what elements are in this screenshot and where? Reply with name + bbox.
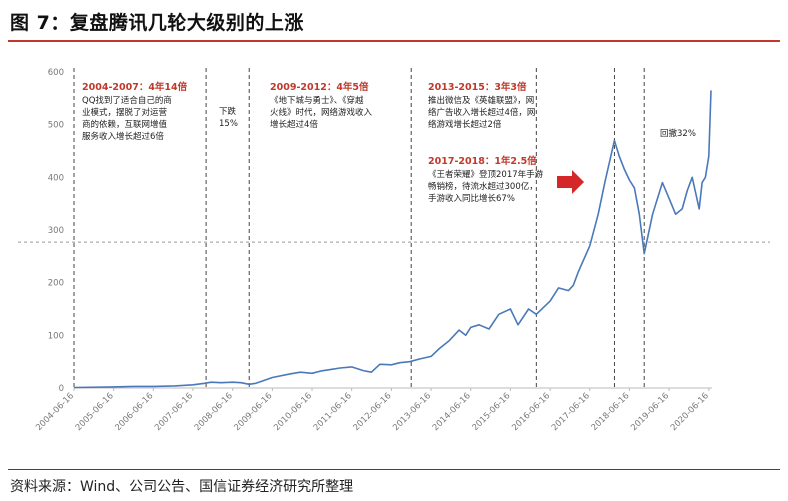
figure-header: 图 7：复盘腾讯几轮大级别的上涨 <box>0 0 788 44</box>
x-tick-label: 2005-06-16 <box>74 391 116 433</box>
annotation-text: QQ找到了适合自己的商 <box>82 95 172 106</box>
source-note: 资料来源：Wind、公司公告、国信证券经济研究所整理 <box>10 479 354 495</box>
x-tick-label: 2013-06-16 <box>391 391 433 433</box>
x-tick-label: 2014-06-16 <box>431 391 473 433</box>
figure-title: 图 7：复盘腾讯几轮大级别的上涨 <box>10 12 304 34</box>
annotation-text: 15% <box>219 119 238 129</box>
x-tick-label: 2007-06-16 <box>153 391 195 433</box>
y-tick-label: 300 <box>48 226 64 236</box>
annotation-text: 《王者荣耀》登顶2017年手游 <box>428 169 544 180</box>
y-axis: 0 100 200 300 400 500 600 <box>48 68 64 394</box>
annotation-title: 2004-2007：4年14倍 <box>82 81 188 93</box>
x-tick-label: 2020-06-16 <box>669 391 711 433</box>
annotation-text: 络游戏增长超过2倍 <box>428 119 502 130</box>
line-chart: 0 100 200 300 400 500 600 2004-06-162005-06-16… <box>18 68 770 433</box>
series-layer <box>73 90 712 389</box>
x-tick-label: 2006-06-16 <box>113 391 155 433</box>
y-tick-label: 200 <box>48 279 64 289</box>
annotation-text: 手游收入同比增长67% <box>428 193 515 204</box>
x-tick-label: 2012-06-16 <box>352 391 394 433</box>
arrow-icon <box>557 170 584 194</box>
x-tick-label: 2016-06-16 <box>510 391 552 433</box>
x-tick-label: 2015-06-16 <box>470 391 512 433</box>
x-tick-label: 2011-06-16 <box>312 391 354 433</box>
annotation-text: 业模式，摆脱了对运营 <box>82 107 167 118</box>
title-divider <box>8 40 780 42</box>
y-tick-label: 500 <box>48 121 64 131</box>
x-tick-label: 2017-06-16 <box>550 391 592 433</box>
annotation-text: 增长超过4倍 <box>270 119 318 130</box>
annotation-title: 2013-2015：3年3倍 <box>428 81 527 93</box>
footer-divider <box>8 469 780 470</box>
annotation-text: 畅销榜，待流水超过300亿， <box>428 181 538 192</box>
annotation-text: 服务收入增长超过6倍 <box>82 131 164 142</box>
series-line <box>73 90 712 389</box>
annotation-text: 下跌 <box>219 106 237 117</box>
annotation-text: 回撤32% <box>660 128 696 139</box>
x-axis: 2004-06-162005-06-162006-06-162007-06-16… <box>34 387 712 433</box>
annotation-title: 2009-2012：4年5倍 <box>270 81 369 93</box>
x-tick-label: 2019-06-16 <box>629 391 671 433</box>
x-tick-label: 2018-06-16 <box>590 391 632 433</box>
y-tick-label: 400 <box>48 173 64 183</box>
y-tick-label: 100 <box>48 331 64 341</box>
x-tick-label: 2009-06-16 <box>232 391 274 433</box>
x-tick-label: 2008-06-16 <box>193 391 235 433</box>
arrow-layer <box>557 170 584 194</box>
x-tick-label: 2004-06-16 <box>34 391 76 433</box>
annotation-text: 《地下城与勇士》、《穿越 <box>270 95 364 106</box>
annotation-text: 推出微信及《英雄联盟》，网 <box>428 95 534 106</box>
annotations-layer: 2004-2007：4年14倍 QQ找到了适合自己的商业模式，摆脱了对运营商的依赖… <box>82 81 696 204</box>
y-tick-label: 0 <box>59 384 64 394</box>
event-lines-layer <box>73 68 645 388</box>
annotation-text: 商的依赖，互联网增值 <box>82 119 168 130</box>
y-tick-label: 600 <box>48 68 64 78</box>
annotation-text: 火线》时代，网络游戏收入 <box>270 107 373 118</box>
annotation-title: 2017-2018：1年2.5倍 <box>428 155 537 167</box>
x-tick-label: 2010-06-16 <box>272 391 314 433</box>
annotation-text: 络广告收入增长超过4倍，网 <box>428 107 535 118</box>
